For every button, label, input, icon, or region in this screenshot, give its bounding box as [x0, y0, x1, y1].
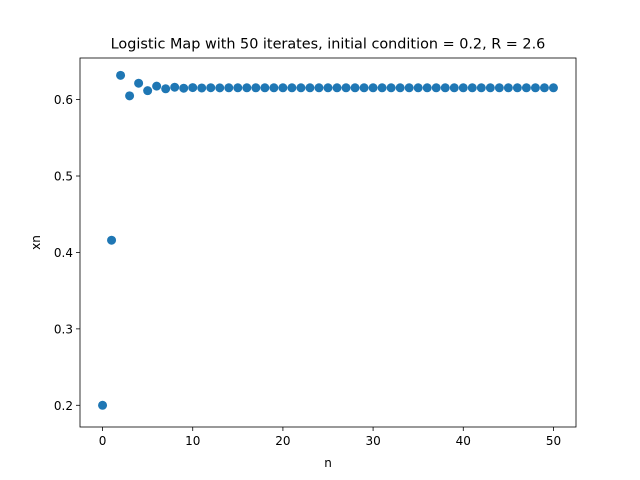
- data-point: [350, 83, 360, 93]
- data-point: [431, 83, 441, 93]
- data-point: [494, 83, 504, 93]
- data-point: [539, 83, 549, 93]
- data-point: [296, 83, 306, 93]
- data-point: [395, 83, 405, 93]
- data-point: [287, 83, 297, 93]
- data-point: [107, 235, 117, 245]
- data-point: [512, 83, 522, 93]
- data-point: [404, 83, 414, 93]
- data-point: [125, 91, 135, 101]
- data-point: [170, 82, 180, 92]
- y-tick-label: 0.3: [54, 322, 73, 336]
- data-point: [377, 83, 387, 93]
- data-point: [161, 84, 171, 94]
- data-point: [485, 83, 495, 93]
- x-tick-label: 20: [275, 434, 290, 448]
- y-axis: 0.2 0.3 0.4 0.5 0.6: [54, 93, 80, 413]
- data-point: [98, 400, 108, 410]
- plot-frame: [79, 57, 577, 428]
- data-point: [503, 83, 513, 93]
- data-point: [152, 81, 162, 91]
- y-axis-label: xn: [29, 235, 43, 250]
- y-tick-label: 0.2: [54, 399, 73, 413]
- data-point: [278, 83, 288, 93]
- x-axis: 0 10 20 30 40 50: [99, 427, 561, 448]
- data-point: [440, 83, 450, 93]
- data-point: [386, 83, 396, 93]
- x-axis-label: n: [324, 456, 332, 470]
- data-point: [449, 83, 459, 93]
- x-tick-label: 40: [456, 434, 471, 448]
- data-point: [359, 83, 369, 93]
- data-point: [341, 83, 351, 93]
- y-tick-label: 0.4: [54, 246, 73, 260]
- data-point: [332, 83, 342, 93]
- data-point: [179, 83, 189, 93]
- data-point: [467, 83, 477, 93]
- data-point: [458, 83, 468, 93]
- x-tick-label: 0: [99, 434, 107, 448]
- y-tick-label: 0.6: [54, 93, 73, 107]
- x-tick-label: 30: [365, 434, 380, 448]
- data-point: [251, 83, 261, 93]
- data-point: [116, 70, 126, 80]
- chart-title: Logistic Map with 50 iterates, initial c…: [111, 37, 546, 53]
- data-point: [314, 83, 324, 93]
- data-point: [521, 83, 531, 93]
- data-point: [197, 83, 207, 93]
- data-point: [134, 78, 144, 88]
- data-point: [269, 83, 279, 93]
- data-point: [548, 83, 558, 93]
- data-point: [305, 83, 315, 93]
- data-point: [476, 83, 486, 93]
- data-point: [413, 83, 423, 93]
- data-point: [143, 86, 153, 96]
- data-point: [206, 83, 216, 93]
- data-point: [422, 83, 432, 93]
- data-point: [224, 83, 234, 93]
- data-point: [260, 83, 270, 93]
- data-point: [530, 83, 540, 93]
- data-point: [215, 83, 225, 93]
- data-point: [323, 83, 333, 93]
- data-point: [368, 83, 378, 93]
- data-point: [242, 83, 252, 93]
- data-point: [233, 83, 243, 93]
- scatter-points: [98, 70, 558, 410]
- x-tick-label: 10: [185, 434, 200, 448]
- y-tick-label: 0.5: [54, 170, 73, 184]
- data-point: [188, 83, 198, 93]
- x-tick-label: 50: [546, 434, 561, 448]
